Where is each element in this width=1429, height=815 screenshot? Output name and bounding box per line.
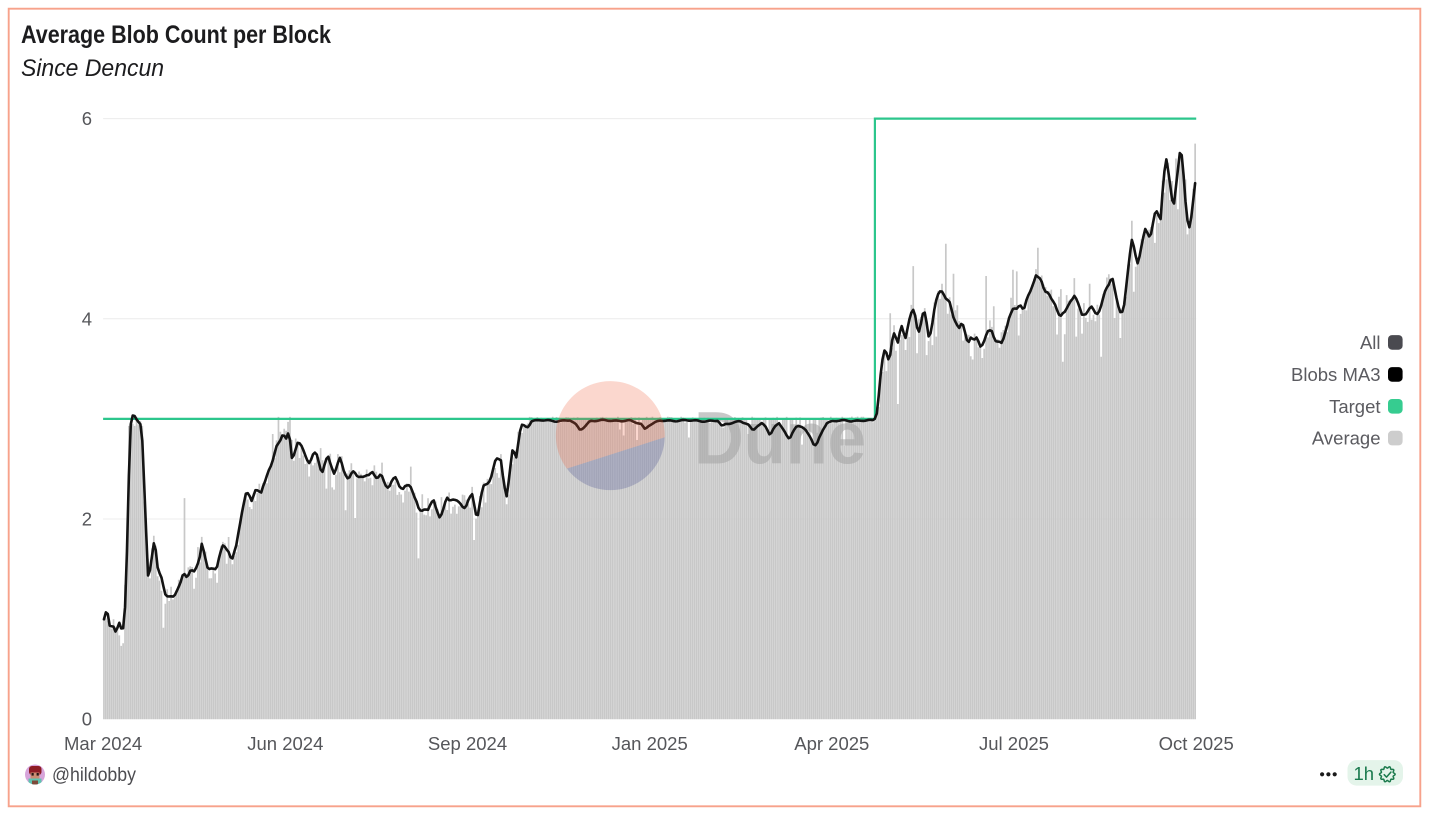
svg-text:Jan 2025: Jan 2025 (612, 733, 688, 754)
svg-text:Sep 2024: Sep 2024 (428, 733, 507, 754)
svg-text:@hildobby: @hildobby (52, 765, 136, 786)
svg-text:Oct 2025: Oct 2025 (1159, 733, 1234, 754)
svg-text:1h: 1h (1354, 763, 1375, 784)
svg-text:Jun 2024: Jun 2024 (247, 733, 323, 754)
svg-text:Average Blob Count per Block: Average Blob Count per Block (21, 21, 331, 49)
svg-text:Apr 2025: Apr 2025 (794, 733, 869, 754)
svg-text:4: 4 (82, 308, 92, 329)
svg-text:Since Dencun: Since Dencun (21, 55, 164, 82)
svg-text:Average: Average (1312, 428, 1381, 449)
svg-text:6: 6 (82, 108, 92, 129)
svg-text:Mar 2024: Mar 2024 (64, 733, 142, 754)
svg-text:Jul 2025: Jul 2025 (979, 733, 1049, 754)
svg-text:Blobs MA3: Blobs MA3 (1291, 364, 1380, 385)
svg-text:Target: Target (1329, 396, 1380, 417)
svg-text:2: 2 (82, 509, 92, 530)
svg-text:Dune: Dune (694, 397, 866, 480)
svg-text:0: 0 (82, 709, 92, 730)
svg-text:All: All (1360, 332, 1381, 353)
